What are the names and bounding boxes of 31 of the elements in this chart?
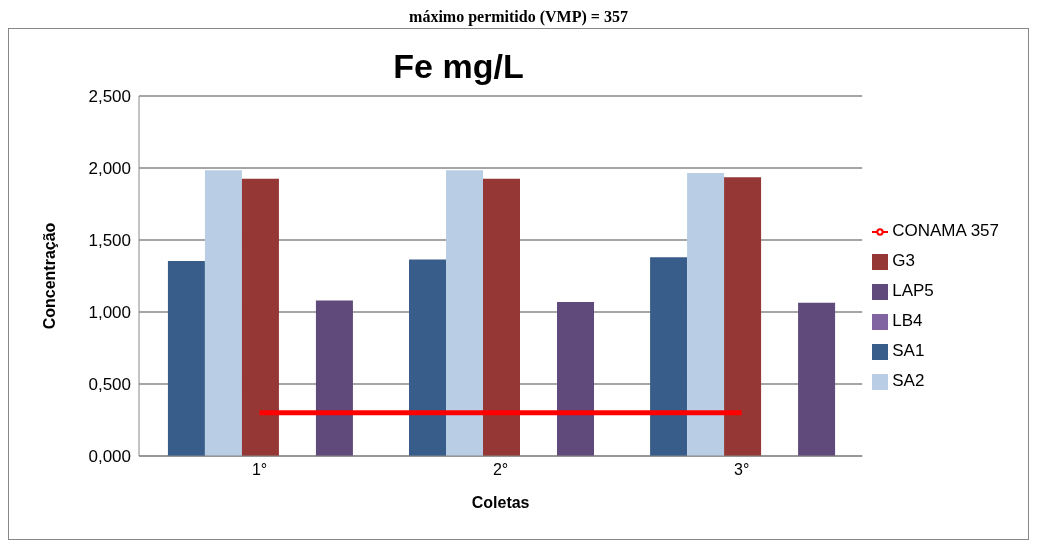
- bar: [167, 260, 205, 456]
- y-axis-title: Concentração: [40, 222, 58, 330]
- bar: [650, 257, 688, 456]
- chart-title: Fe mg/L: [392, 47, 525, 86]
- legend-label: LAP5: [892, 281, 934, 300]
- bar: [409, 259, 447, 456]
- bar: [687, 173, 725, 456]
- y-tick-label: 0,500: [88, 375, 131, 395]
- legend-label: G3: [892, 251, 915, 270]
- x-tick-label: 1°: [251, 461, 268, 479]
- bar: [446, 170, 484, 456]
- legend-label: LB4: [892, 311, 923, 330]
- bar: [315, 300, 353, 456]
- y-tick-label: 2,500: [88, 87, 131, 107]
- bar: [483, 178, 521, 456]
- legend-label: CONAMA 357: [892, 221, 999, 240]
- legend-label: SA1: [892, 341, 925, 360]
- legend-label: SA2: [892, 371, 925, 390]
- x-axis-title: Coletas: [471, 494, 530, 511]
- y-tick-label: 1,500: [88, 231, 131, 251]
- bar: [798, 302, 836, 456]
- bar: [557, 301, 595, 456]
- y-tick-label: 2,000: [88, 159, 131, 179]
- bar: [724, 177, 762, 456]
- bar: [204, 170, 242, 456]
- x-tick-label: 2°: [492, 461, 509, 479]
- text: máximo permitido (VMP) = 357: [408, 8, 629, 28]
- x-tick-label: 3°: [734, 461, 750, 479]
- bar: [241, 178, 279, 456]
- y-tick-label: 0,000: [88, 447, 131, 467]
- y-tick-label: 1,000: [88, 303, 131, 323]
